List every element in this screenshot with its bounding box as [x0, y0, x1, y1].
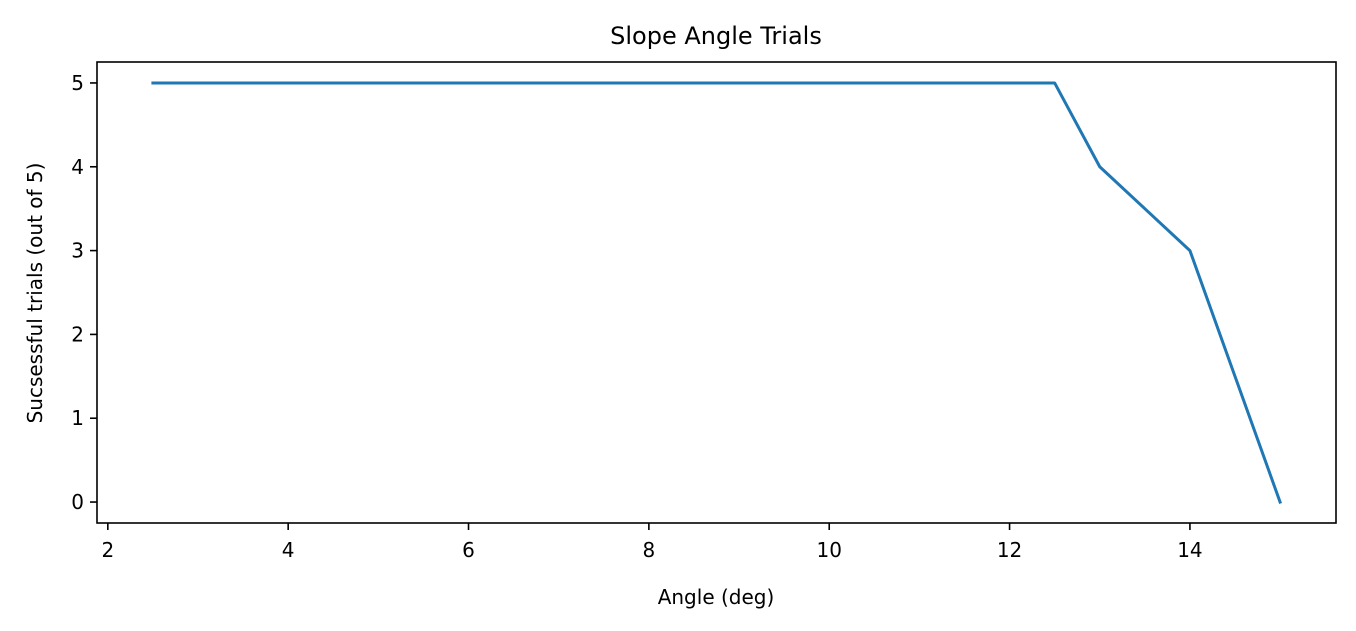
y-tick-label: 0: [71, 490, 84, 514]
y-axis-ticks: 0 1 2 3 4 5: [71, 71, 97, 514]
x-axis-label: Angle (deg): [658, 585, 775, 609]
x-tick-label: 2: [101, 538, 114, 562]
y-tick-label: 2: [71, 322, 84, 346]
series-layer: [151, 81, 1283, 504]
x-tick-label: 4: [282, 538, 295, 562]
series-line: [151, 81, 1283, 504]
y-axis-label: Sucsessful trials (out of 5): [23, 163, 47, 424]
x-tick-label: 10: [816, 538, 841, 562]
y-tick-label: 5: [71, 71, 84, 95]
x-tick-label: 12: [997, 538, 1022, 562]
x-axis-ticks: 2 4 6 8 10 12 14: [101, 523, 1203, 562]
y-tick-label: 4: [71, 155, 84, 179]
x-tick-label: 14: [1177, 538, 1202, 562]
y-tick-label: 3: [71, 239, 84, 263]
plot-area-frame: [96, 61, 1337, 524]
x-tick-label: 6: [462, 538, 475, 562]
chart-title: Slope Angle Trials: [610, 22, 822, 50]
x-tick-label: 8: [643, 538, 656, 562]
y-tick-label: 1: [71, 406, 84, 430]
